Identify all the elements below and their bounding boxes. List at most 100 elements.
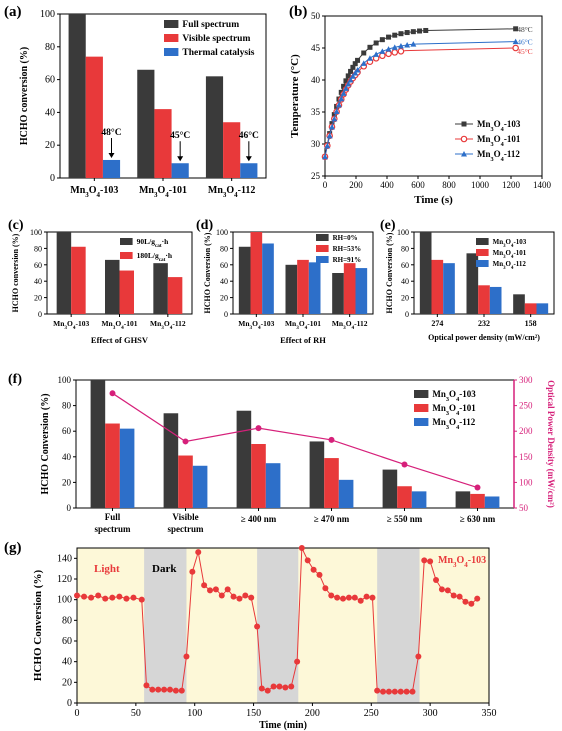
data-point xyxy=(248,594,255,601)
data-point xyxy=(172,687,179,694)
y-tick-label: 80 xyxy=(62,401,72,411)
data-point xyxy=(258,685,265,692)
y-tick-label: 60 xyxy=(45,75,55,86)
point-marker xyxy=(373,51,380,57)
bar-5-1 xyxy=(470,493,485,508)
bar-1-0 xyxy=(163,413,179,508)
y-tick-label: 0 xyxy=(38,310,42,319)
point-marker xyxy=(349,73,356,79)
x-tick-label: 100 xyxy=(187,708,202,719)
point-marker xyxy=(348,68,354,74)
point-marker xyxy=(367,44,373,50)
legend-swatch xyxy=(414,418,429,426)
y-tick-label: 30 xyxy=(311,139,321,149)
bar-2-1 xyxy=(167,277,183,314)
data-point xyxy=(288,683,295,690)
bar-0-0 xyxy=(68,14,86,178)
category-label: Mn3O4-112 xyxy=(332,319,368,331)
legend-label: RH=91% xyxy=(333,256,362,264)
category-label: spectrum xyxy=(95,524,131,534)
annotation-label: 48°C xyxy=(101,127,121,138)
bar-0-0 xyxy=(238,246,251,314)
bar-0-1 xyxy=(431,259,444,314)
power-density-point xyxy=(328,436,335,443)
bar-2-0 xyxy=(153,263,168,314)
plot-frame xyxy=(76,547,490,704)
y-tick-label: 50 xyxy=(311,11,321,21)
data-point xyxy=(340,595,347,602)
category-label: 232 xyxy=(478,319,490,328)
y-tick-label: 60 xyxy=(220,261,228,270)
bar-0-2 xyxy=(262,243,274,314)
point-marker xyxy=(322,153,328,160)
y-tick-label: 60 xyxy=(401,261,409,270)
point-marker xyxy=(360,60,367,66)
bar-2-2 xyxy=(536,303,549,314)
data-point xyxy=(450,592,457,599)
legend-swatch xyxy=(316,234,329,241)
bar-0-0 xyxy=(90,380,106,508)
point-marker xyxy=(340,90,347,96)
dark-period xyxy=(377,548,420,703)
legend-label: Mn3O4-101 xyxy=(477,134,521,148)
y-axis-label: HCHO Conversion (%) xyxy=(40,393,51,494)
bar-2-2 xyxy=(240,163,258,178)
x-tick-label: 150 xyxy=(246,708,261,719)
data-point xyxy=(444,587,451,594)
legend-swatch xyxy=(164,48,179,56)
data-point xyxy=(385,688,392,695)
data-point xyxy=(116,593,123,600)
y-tick-label: 40 xyxy=(220,277,228,286)
data-point xyxy=(282,684,289,691)
data-point xyxy=(81,593,88,600)
panel-label: (d) xyxy=(196,218,213,233)
y-tick-label: 40 xyxy=(62,452,72,462)
legend-label: Thermal catalysis xyxy=(182,48,254,58)
legend-label: Mn3O4-101 xyxy=(432,403,476,417)
data-point xyxy=(224,586,231,593)
y-axis-label: HCHO Conversion (%) xyxy=(203,232,212,313)
dark-label: Dark xyxy=(152,563,177,575)
right-tick-label: 50 xyxy=(519,503,529,513)
legend-label: Mn3O4-112 xyxy=(493,260,527,271)
point-marker xyxy=(326,132,333,139)
bar-1-2 xyxy=(192,465,208,508)
data-point xyxy=(218,592,225,599)
data-point xyxy=(328,592,335,599)
y-axis-label: HCHO conversion (%) xyxy=(11,233,20,312)
bar-1-1 xyxy=(154,109,172,178)
bar-2-1 xyxy=(524,303,537,314)
bar-2-0 xyxy=(332,273,344,314)
point-marker xyxy=(404,30,410,36)
panel-label: (f) xyxy=(8,372,22,387)
bar-2-1 xyxy=(251,444,266,508)
legend-swatch xyxy=(476,238,489,245)
right-tick-label: 250 xyxy=(519,401,533,411)
data-point xyxy=(369,594,376,601)
point-marker xyxy=(328,123,335,130)
data-point xyxy=(403,688,410,695)
y-tick-label: 0 xyxy=(67,698,72,709)
legend-label: Mn3O4-103 xyxy=(477,119,521,133)
y-tick-label: 20 xyxy=(220,294,228,303)
data-point xyxy=(201,582,208,589)
x-axis-label: Time (min) xyxy=(259,720,307,731)
legend-label: Full spectrum xyxy=(182,20,239,30)
x-tick-label: 250 xyxy=(364,708,379,719)
point-marker xyxy=(379,37,385,43)
data-point xyxy=(138,596,145,603)
legend-marker xyxy=(460,135,468,143)
x-tick-label: 50 xyxy=(131,708,141,719)
y-tick-label: 100 xyxy=(216,228,228,237)
y-tick-label: 20 xyxy=(62,477,72,487)
annotation-label: 46°C xyxy=(239,130,259,141)
bar-2-0 xyxy=(513,294,525,314)
category-label: 158 xyxy=(525,319,537,328)
x-tick-label: 350 xyxy=(482,708,497,719)
legend-marker xyxy=(461,121,467,127)
bar-2-0 xyxy=(205,76,224,178)
x-tick-label: 200 xyxy=(305,708,320,719)
data-point xyxy=(433,577,440,584)
point-marker xyxy=(343,78,349,84)
data-point xyxy=(456,593,463,600)
